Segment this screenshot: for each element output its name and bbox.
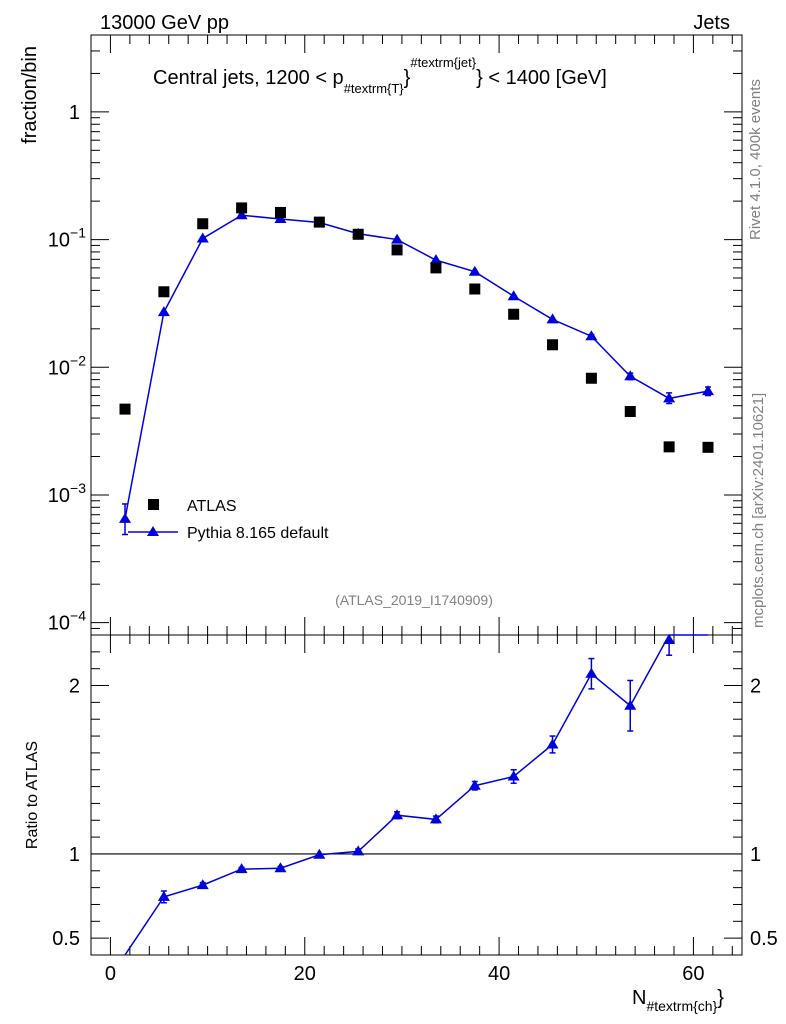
legend-label-pythia: Pythia 8.165 default	[187, 525, 329, 542]
ytick-base: 10	[48, 613, 70, 635]
ratio-point	[274, 862, 287, 873]
legend-marker-atlas	[148, 499, 159, 510]
ratio-point	[585, 667, 598, 678]
legend-label-atlas: ATLAS	[187, 498, 237, 515]
ratio-point	[196, 879, 209, 890]
ratio-point	[468, 779, 481, 790]
xlabel-post: }	[717, 987, 724, 1009]
main-plot-frame	[90, 34, 743, 636]
pythia-point	[701, 385, 714, 396]
title-post: } < 1400 [GeV]	[476, 67, 607, 89]
ratio-ytick-label-left: 2	[69, 676, 80, 698]
mcplots-label: mcplots.cern.ch [arXiv:2401.10621]	[750, 393, 767, 628]
atlas-point	[508, 308, 520, 320]
ratio-ytick-label-left: 1	[69, 844, 80, 866]
pythia-point	[119, 512, 132, 523]
ratio-line	[124, 634, 708, 956]
pythia-point	[663, 392, 676, 403]
ytick-base: 10	[48, 357, 70, 379]
atlas-point	[236, 202, 248, 214]
ytick-base: 10	[48, 230, 70, 252]
atlas-point	[547, 339, 559, 351]
ratio-xtick-label: 60	[682, 963, 704, 985]
atlas-point	[274, 206, 286, 218]
ratio-ytick-label-right: 0.5	[750, 928, 778, 950]
title-sub: #textrm{T}	[344, 81, 405, 96]
ratio-point	[391, 809, 404, 820]
ratio-point	[546, 738, 559, 749]
atlas-point	[585, 372, 597, 384]
ratio-point	[313, 848, 326, 859]
title-pre: Central jets, 1200 < p	[153, 67, 344, 89]
atlas-point	[702, 441, 714, 453]
header-right: Jets	[693, 12, 730, 34]
ratio-marks	[124, 634, 708, 956]
pythia-point	[546, 313, 559, 324]
ratio-xtick-label: 0	[105, 963, 116, 985]
main-axes: 110−110−210−310−4	[48, 34, 742, 636]
x-axis-label: N#textrm{ch}}	[632, 987, 724, 1014]
main-ytick-label: 10−3	[48, 480, 86, 507]
ratio-ylabel: Ratio to ATLAS	[24, 741, 41, 849]
atlas-point	[430, 262, 442, 274]
atlas-point	[624, 406, 636, 418]
atlas-point	[352, 228, 364, 240]
main-ytick-label: 1	[69, 102, 80, 124]
ratio-ytick-label-right: 2	[750, 676, 761, 698]
title-sup: #textrm{jet}	[410, 55, 476, 70]
ratio-ytick-label-right: 1	[750, 844, 761, 866]
pythia-point	[235, 209, 248, 220]
ytick-exp: −3	[70, 480, 86, 496]
analysis-id: (ATLAS_2019_I1740909)	[335, 592, 493, 608]
main-ytick-label: 10−1	[48, 225, 86, 252]
atlas-point	[158, 286, 170, 298]
ratio-axes: 0 20 40 60 0.5 0.5 1 1 2 2	[52, 634, 778, 985]
pythia-point	[507, 290, 520, 301]
atlas-point	[119, 403, 131, 415]
ratio-point	[352, 845, 365, 856]
legend: ATLAS Pythia 8.165 default	[128, 498, 329, 542]
atlas-point	[197, 218, 209, 230]
ytick-exp: −1	[70, 225, 86, 241]
atlas-point	[391, 244, 403, 256]
pythia-point	[468, 265, 481, 276]
ratio-point	[507, 770, 520, 781]
main-ytick-label: 10−4	[48, 608, 86, 635]
main-marks	[119, 202, 714, 536]
ratio-ytick-label-left: 0.5	[52, 928, 80, 950]
ratio-point	[235, 863, 248, 874]
pythia-point	[624, 370, 637, 381]
main-ylabel: fraction/bin	[19, 46, 41, 144]
ytick-exp: −2	[70, 352, 86, 368]
pythia-point	[391, 233, 404, 244]
legend-marker-pythia	[147, 526, 159, 536]
pythia-point	[585, 330, 598, 341]
xlabel-main: N	[632, 987, 646, 1009]
ratio-point	[624, 699, 637, 710]
ratio-xtick-label: 40	[488, 963, 510, 985]
ratio-point	[429, 813, 442, 824]
ytick-exp: −4	[70, 608, 86, 624]
atlas-point	[663, 441, 675, 453]
ratio-plot-frame	[90, 634, 743, 956]
xlabel-sub: #textrm{ch}	[646, 998, 717, 1014]
pythia-point	[196, 232, 209, 243]
ytick-base: 10	[48, 485, 70, 507]
main-ytick-label: 10−2	[48, 352, 86, 379]
ytick-base: 1	[69, 102, 80, 124]
header-left: 13000 GeV pp	[100, 12, 229, 34]
atlas-point	[313, 216, 325, 228]
ratio-xtick-label: 20	[294, 963, 316, 985]
main-title: Central jets, 1200 < p#textrm{T}}#textrm…	[153, 55, 607, 96]
title-brace: }	[404, 67, 411, 89]
pythia-point	[429, 254, 442, 265]
atlas-point	[469, 283, 481, 295]
pythia-point	[157, 306, 170, 317]
ratio-point	[663, 634, 676, 644]
rivet-label: Rivet 4.1.0, 400k events	[747, 79, 764, 240]
pythia-line	[124, 214, 709, 519]
ratio-point	[157, 890, 170, 901]
